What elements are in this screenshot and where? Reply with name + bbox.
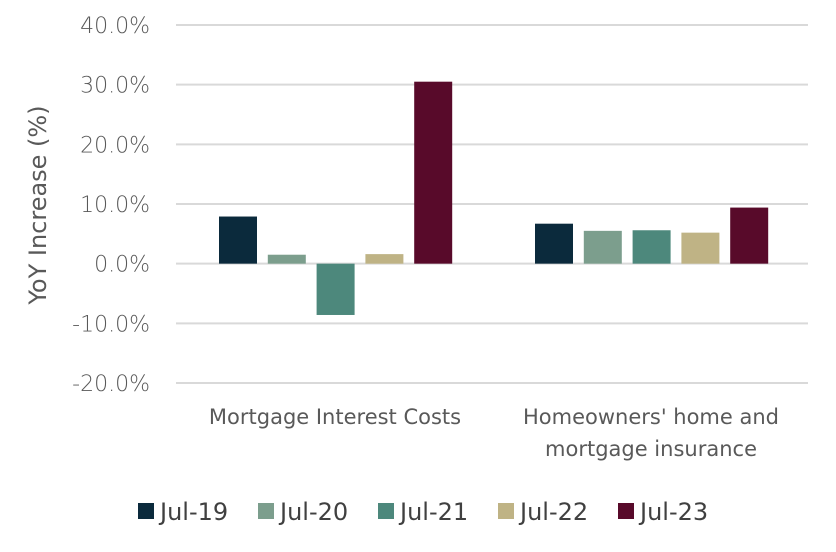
legend-label: Jul-23 — [638, 498, 708, 526]
legend-label: Jul-20 — [278, 498, 348, 526]
legend-swatch — [258, 503, 274, 519]
bar-jul-20-cat1 — [267, 254, 306, 264]
y-axis-label: YoY Increase (%) — [24, 105, 52, 305]
y-axis-ticks: 40.0% 30.0% 20.0% 10.0% 0.0% -10.0% -20.0% — [72, 14, 150, 397]
category-label: Mortgage Interest Costs — [209, 405, 461, 429]
bar-jul-19-cat2 — [535, 223, 573, 264]
bar-jul-23-cat1 — [414, 81, 453, 264]
gridlines — [176, 24, 808, 384]
bar-jul-19-cat1 — [219, 216, 257, 264]
y-tick-label: -10.0% — [72, 312, 150, 337]
legend-swatch — [498, 503, 514, 519]
bar-jul-21-cat2 — [632, 230, 671, 264]
bars — [219, 81, 769, 315]
legend: Jul-19 Jul-20 Jul-21 Jul-22 Jul-23 — [138, 498, 708, 526]
bar-jul-23-cat2 — [730, 207, 769, 264]
legend-swatch — [618, 503, 634, 519]
y-tick-label: 20.0% — [80, 133, 150, 158]
y-tick-label: 0.0% — [94, 253, 150, 278]
legend-swatch — [138, 503, 154, 519]
bar-jul-22-cat1 — [365, 254, 404, 264]
bar-jul-21-cat1 — [316, 263, 355, 315]
legend-swatch — [378, 503, 394, 519]
bar-jul-20-cat2 — [583, 230, 622, 264]
y-tick-label: 40.0% — [80, 14, 150, 39]
y-tick-label: 10.0% — [80, 193, 150, 218]
bar-jul-22-cat2 — [681, 232, 720, 264]
category-label: mortgage insurance — [545, 437, 757, 461]
legend-label: Jul-22 — [518, 498, 588, 526]
y-tick-label: -20.0% — [72, 372, 150, 397]
category-label: Homeowners' home and — [523, 405, 779, 429]
legend-label: Jul-21 — [398, 498, 468, 526]
x-axis-categories: Mortgage Interest Costs Homeowners' home … — [209, 405, 779, 461]
y-tick-label: 30.0% — [80, 74, 150, 99]
legend-label: Jul-19 — [158, 498, 228, 526]
